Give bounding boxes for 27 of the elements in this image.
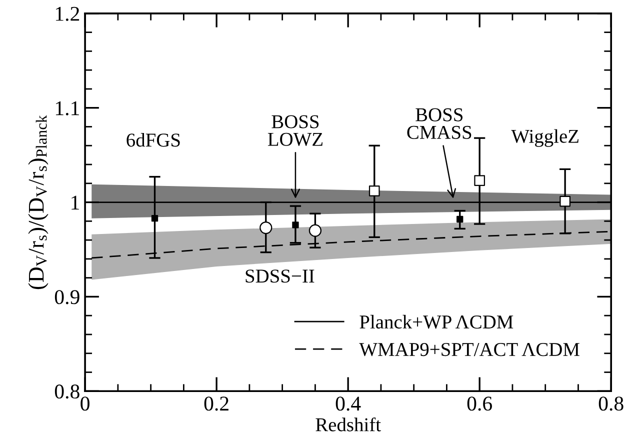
x-axis-title: Redshift [316,417,381,432]
point [151,214,158,222]
annotation: BOSS LOWZ [268,115,322,146]
point [368,186,380,196]
point [260,221,272,234]
y-tick-label: 1.2 [56,6,80,21]
x-tick-label: 0 [80,396,90,411]
annotation: BOSS CMASS [407,108,472,139]
annotation: 6dFGS [126,133,180,147]
x-tick-label: 0.6 [467,396,492,411]
legend-label: Planck+WP ΛCDM [360,314,514,329]
x-tick-label: 0.2 [204,396,228,411]
y-tick-label: 0.8 [54,384,80,399]
y-tick-label: 1 [72,196,79,210]
y-tick-label: 1.1 [56,101,79,116]
point [292,222,299,228]
annotation: WiggleZ [511,129,578,147]
legend-label: WMAP9+SPT/ACT ΛCDM [359,342,580,356]
point [456,216,464,223]
point [308,224,322,237]
text: (D$_{V}$/r$_{s}$)/(D$_{V}$/r$_{s}$)$_{Planck}$ [28,115,48,290]
x-tick-label: 0.4 [336,396,361,411]
point [474,175,486,186]
point [560,196,570,207]
y-tick-label: 0.9 [54,290,80,304]
x-tick-label: 0.8 [598,396,624,411]
annotation: SDSS−II [246,270,314,283]
